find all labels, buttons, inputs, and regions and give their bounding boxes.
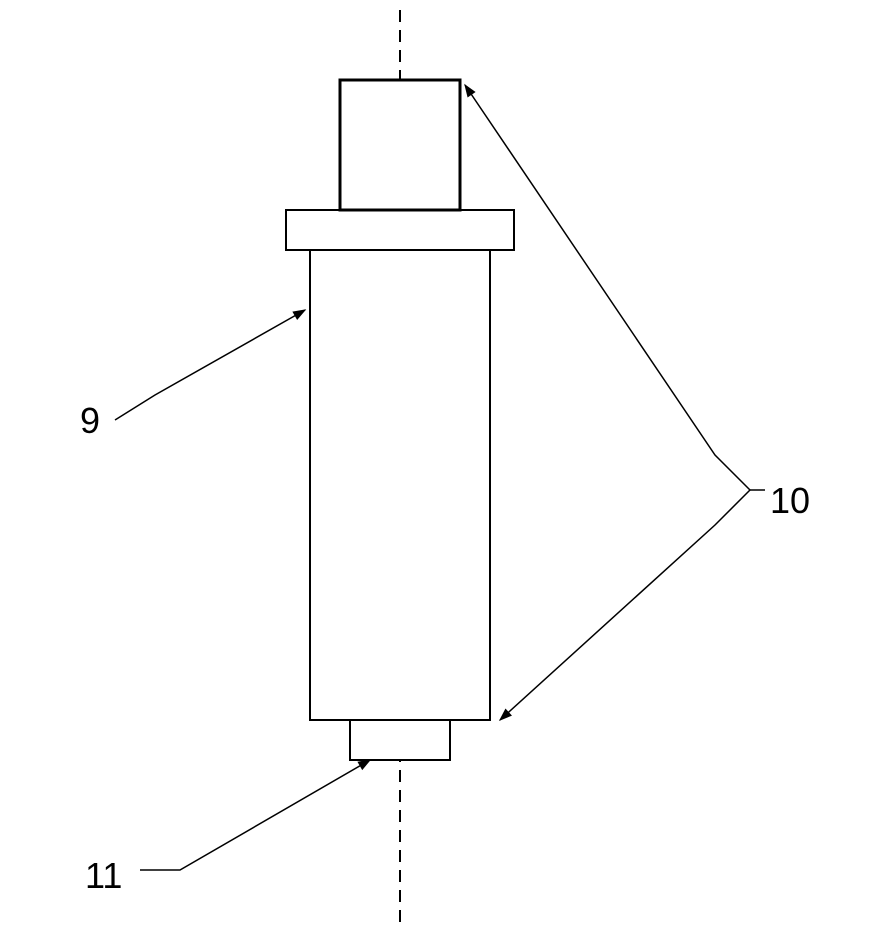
label-9: 9 xyxy=(80,400,100,442)
label-10: 10 xyxy=(770,480,810,522)
diagram-canvas xyxy=(0,0,894,945)
label-11: 11 xyxy=(85,855,122,897)
